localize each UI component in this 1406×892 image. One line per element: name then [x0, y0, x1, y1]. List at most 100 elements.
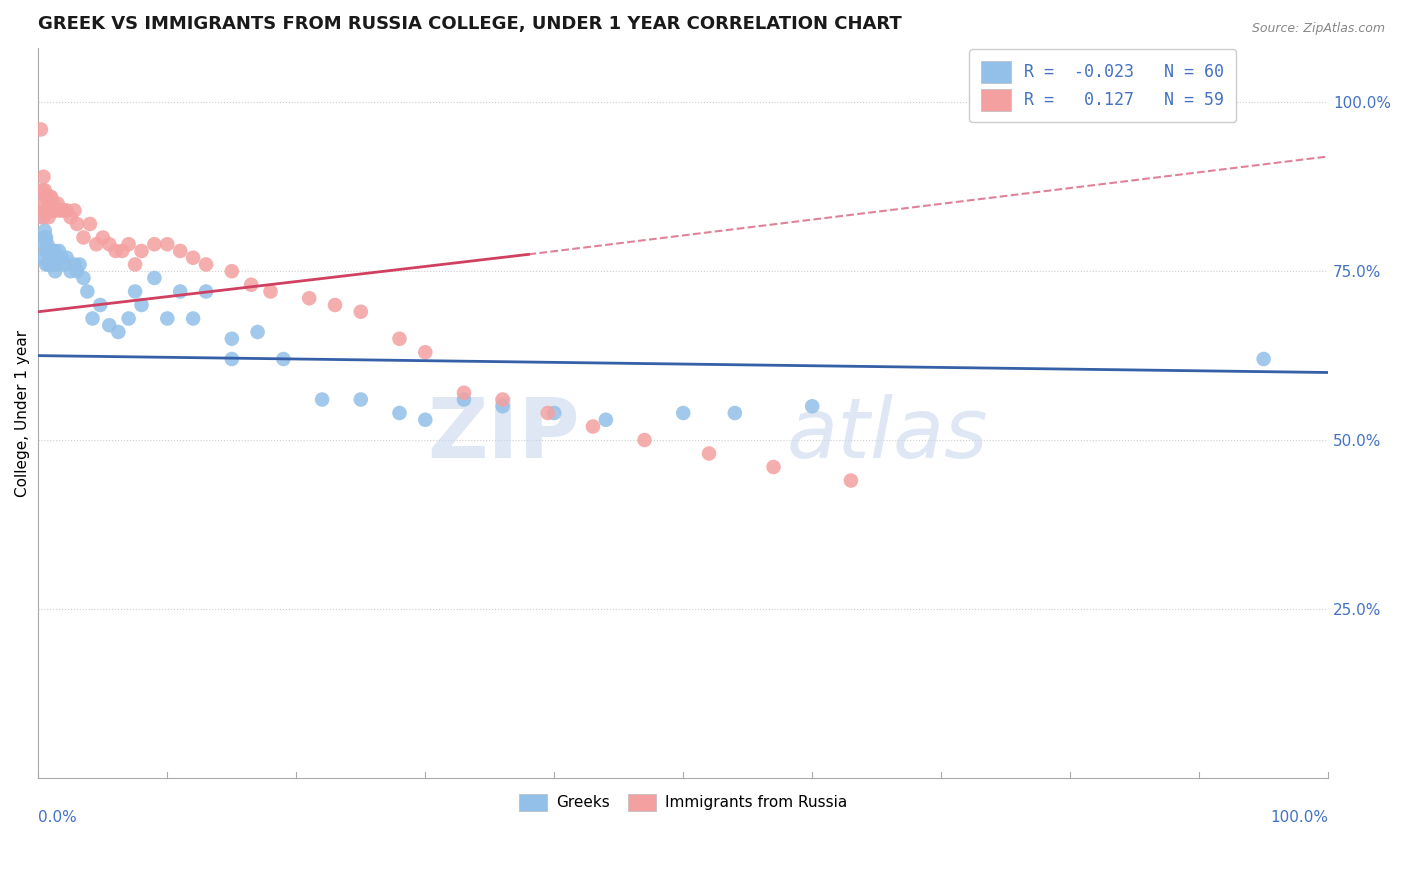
Point	[72, 230, 94, 244]
Point	[35, 203, 58, 218]
Point	[46, 196, 69, 211]
Point	[35, 244, 58, 258]
Text: GREEK VS IMMIGRANTS FROM RUSSIA COLLEGE, UNDER 1 YEAR CORRELATION CHART: GREEK VS IMMIGRANTS FROM RUSSIA COLLEGE,…	[38, 15, 903, 33]
Point	[156, 311, 179, 326]
Point	[492, 392, 515, 407]
Point	[72, 271, 94, 285]
Point	[143, 271, 166, 285]
Point	[48, 244, 70, 258]
Point	[246, 325, 269, 339]
Point	[53, 258, 76, 272]
Point	[39, 203, 62, 218]
Point	[762, 460, 785, 475]
Point	[169, 244, 191, 258]
Point	[30, 122, 52, 136]
Point	[350, 392, 373, 407]
Point	[66, 217, 89, 231]
Point	[41, 244, 63, 258]
Point	[34, 237, 56, 252]
Point	[124, 258, 146, 272]
Point	[259, 285, 281, 299]
Point	[39, 190, 62, 204]
Point	[59, 211, 82, 225]
Point	[55, 203, 77, 218]
Point	[117, 237, 139, 252]
Point	[41, 258, 63, 272]
Point	[63, 203, 86, 218]
Point	[413, 413, 436, 427]
Point	[298, 291, 321, 305]
Text: ZIP: ZIP	[427, 394, 581, 475]
Point	[181, 311, 204, 326]
Text: 0.0%: 0.0%	[38, 811, 77, 825]
Point	[31, 251, 53, 265]
Point	[697, 446, 720, 460]
Point	[323, 298, 346, 312]
Point	[350, 304, 373, 318]
Point	[34, 183, 56, 197]
Point	[131, 298, 153, 312]
Point	[46, 258, 69, 272]
Point	[143, 237, 166, 252]
Point	[543, 406, 565, 420]
Point	[34, 203, 56, 218]
Point	[98, 318, 121, 333]
Point	[91, 230, 114, 244]
Point	[37, 203, 59, 218]
Point	[35, 258, 58, 272]
Point	[51, 203, 73, 218]
Point	[1253, 351, 1275, 366]
Point	[117, 311, 139, 326]
Point	[107, 325, 129, 339]
Point	[39, 258, 62, 272]
Point	[37, 237, 59, 252]
Point	[221, 332, 243, 346]
Point	[537, 406, 560, 420]
Point	[37, 244, 59, 258]
Point	[388, 406, 411, 420]
Point	[413, 345, 436, 359]
Point	[55, 251, 77, 265]
Point	[82, 311, 104, 326]
Point	[63, 258, 86, 272]
Point	[98, 237, 121, 252]
Point	[44, 244, 66, 258]
Point	[86, 237, 108, 252]
Point	[633, 433, 655, 447]
Point	[240, 277, 263, 292]
Y-axis label: College, Under 1 year: College, Under 1 year	[15, 329, 30, 497]
Point	[221, 351, 243, 366]
Point	[156, 237, 179, 252]
Point	[44, 264, 66, 278]
Point	[169, 285, 191, 299]
Point	[595, 413, 617, 427]
Point	[66, 264, 89, 278]
Point	[839, 474, 862, 488]
Point	[453, 385, 475, 400]
Point	[273, 351, 295, 366]
Point	[582, 419, 605, 434]
Point	[44, 203, 66, 218]
Point	[39, 251, 62, 265]
Point	[492, 399, 515, 413]
Point	[39, 203, 62, 218]
Point	[59, 264, 82, 278]
Point	[34, 230, 56, 244]
Point	[672, 406, 695, 420]
Point	[35, 230, 58, 244]
Point	[42, 258, 65, 272]
Point	[34, 224, 56, 238]
Point	[53, 203, 76, 218]
Point	[221, 264, 243, 278]
Point	[104, 244, 127, 258]
Point	[39, 190, 62, 204]
Legend: Greeks, Immigrants from Russia: Greeks, Immigrants from Russia	[513, 788, 853, 817]
Point	[38, 244, 60, 258]
Point	[31, 211, 53, 225]
Point	[39, 251, 62, 265]
Point	[724, 406, 747, 420]
Point	[76, 285, 98, 299]
Point	[89, 298, 111, 312]
Point	[32, 211, 55, 225]
Point	[195, 258, 218, 272]
